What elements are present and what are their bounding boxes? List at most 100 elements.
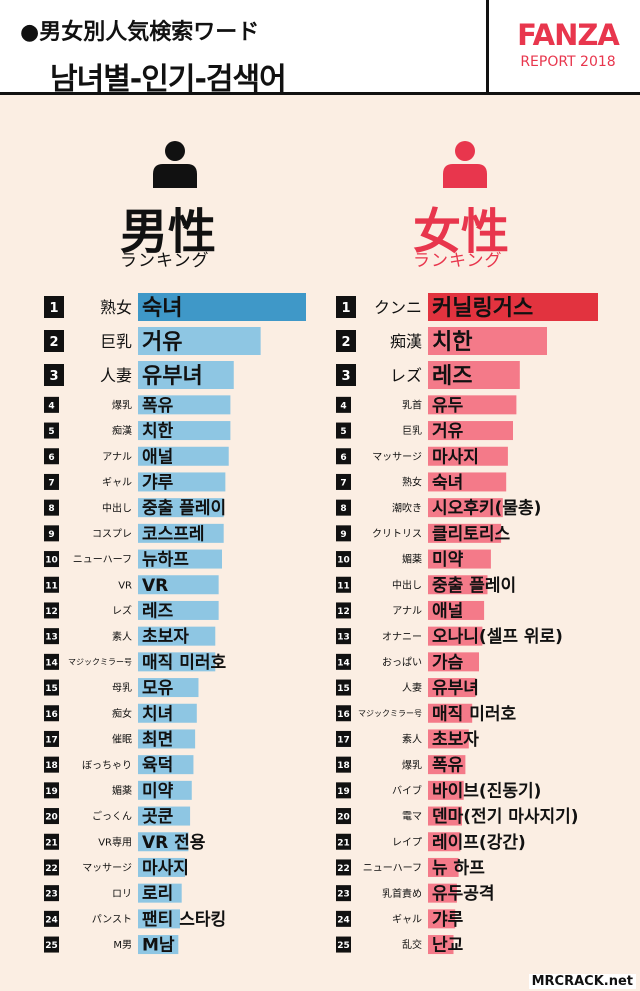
- male-category-label: 母乳: [112, 681, 132, 694]
- female-category-label: レズ: [390, 366, 422, 385]
- male-rank-label: 16: [45, 710, 58, 720]
- female-rank-box: [336, 330, 356, 352]
- female-rank-label: 1: [341, 301, 350, 316]
- male-rank-label: 13: [45, 633, 58, 643]
- male-rank-label: 6: [48, 453, 54, 463]
- male-category-label: マジックミラー号: [68, 658, 132, 667]
- male-category-label: ごっくん: [92, 810, 132, 823]
- female-bar: [428, 935, 454, 955]
- female-category-label: 素人: [402, 733, 422, 746]
- female-rank-box: [336, 679, 351, 696]
- female-rank-label: 2: [341, 335, 350, 350]
- male-category-label: VR専用: [98, 836, 132, 848]
- male-rank-label: 25: [45, 941, 58, 951]
- female-korean-label: 뉴 하프: [432, 858, 485, 878]
- male-rank-box: [44, 936, 59, 953]
- male-rank-label: 4: [48, 401, 54, 411]
- female-rank-label: 25: [337, 941, 350, 951]
- male-korean-label: 모유: [142, 679, 174, 699]
- male-category-label: 巨乳: [100, 332, 132, 351]
- male-rank-box: [44, 473, 59, 490]
- male-korean-label: 중출 플레이: [142, 499, 226, 519]
- male-category-label: パンスト: [92, 913, 132, 925]
- female-category-label: 乱交: [402, 938, 422, 951]
- male-rank-label: 11: [45, 581, 58, 591]
- male-category-label: VR: [118, 580, 132, 591]
- female-korean-label: 바이브(진동기): [432, 781, 541, 801]
- male-korean-label: VR 전용: [142, 833, 206, 853]
- female-rank-box: [336, 808, 351, 825]
- male-rank-label: 19: [45, 787, 58, 797]
- male-category-label: ぼっちゃり: [82, 759, 132, 771]
- female-rank-label: 10: [337, 556, 350, 566]
- male-bar: [138, 327, 261, 355]
- female-rank-label: 15: [337, 684, 350, 694]
- female-category-label: 痴漢: [390, 332, 422, 351]
- female-rank-label: 6: [340, 453, 346, 463]
- female-bar: [428, 883, 457, 903]
- male-bar: [138, 549, 222, 569]
- female-bar: [428, 832, 461, 852]
- male-rank-box: [44, 782, 59, 799]
- header-banner: ●男女別人気検索ワード 남녀별-인기-검색어 FANZA REPORT 2018: [0, 0, 640, 97]
- female-rank-box: [336, 296, 356, 318]
- female-bar: [428, 729, 469, 749]
- female-korean-label: 오나니(셀프 위로): [432, 627, 563, 647]
- female-bar: [428, 472, 507, 492]
- female-bar: [428, 780, 464, 800]
- male-korean-label: 뉴하프: [142, 550, 189, 570]
- male-rank-label: 21: [45, 838, 58, 848]
- male-person-icon: [153, 141, 197, 188]
- female-bar: [428, 626, 483, 646]
- male-rank-label: 24: [45, 915, 58, 925]
- female-korean-label: 레즈: [432, 364, 472, 389]
- female-rank-label: 16: [337, 710, 350, 720]
- female-category-label: マッサージ: [372, 451, 422, 463]
- female-rank-box: [336, 885, 351, 902]
- female-rank-label: 24: [337, 915, 350, 925]
- male-korean-label: 로리: [142, 884, 173, 904]
- female-bar: [428, 421, 513, 441]
- female-rank-label: 19: [337, 787, 350, 797]
- male-korean-label: 거유: [142, 330, 182, 355]
- female-category-label: 人妻: [402, 681, 422, 694]
- male-category-label: マッサージ: [82, 862, 132, 874]
- male-rank-label: 7: [48, 478, 54, 488]
- female-rank-label: 3: [341, 369, 350, 384]
- male-korean-label: 미약: [142, 780, 174, 801]
- female-korean-label: 거유: [432, 422, 464, 442]
- male-korean-label: M남: [142, 936, 175, 956]
- female-rank-box: [336, 756, 351, 773]
- male-korean-label: 매직 미러호: [142, 653, 226, 673]
- female-korean-label: 갸루: [432, 910, 464, 930]
- male-korean-label: 치한: [142, 422, 174, 442]
- male-rank-box: [44, 551, 59, 568]
- male-korean-label: 숙녀: [142, 296, 182, 321]
- female-section-title: 女性: [413, 204, 510, 260]
- male-rank-box: [44, 422, 59, 439]
- male-rank-box: [44, 859, 59, 876]
- female-rank-label: 14: [337, 658, 350, 668]
- female-bar: [428, 755, 466, 775]
- male-korean-label: 코스프레: [142, 524, 205, 544]
- female-rank-label: 13: [337, 633, 350, 643]
- female-category-label: ニューハーフ: [363, 863, 422, 874]
- female-korean-label: 덴마(전기 마사지기): [432, 807, 579, 827]
- male-rank-box: [44, 296, 64, 318]
- male-korean-label: 치녀: [142, 704, 173, 724]
- male-category-label: M男: [113, 939, 132, 951]
- female-korean-label: 마사지: [432, 447, 479, 467]
- male-korean-label: 초보자: [142, 627, 189, 647]
- male-rank-box: [44, 705, 59, 722]
- male-rank-box: [44, 448, 59, 465]
- watermark: MRCRACK.net: [528, 974, 636, 989]
- male-rank-box: [44, 330, 64, 352]
- male-category-label: 媚薬: [112, 784, 132, 797]
- male-korean-label: 유부녀: [142, 364, 203, 389]
- female-bar: [428, 575, 488, 595]
- female-rank-label: 22: [337, 864, 350, 874]
- male-bar: [138, 626, 216, 646]
- male-korean-label: 레즈: [142, 601, 174, 621]
- female-bar: [428, 857, 459, 877]
